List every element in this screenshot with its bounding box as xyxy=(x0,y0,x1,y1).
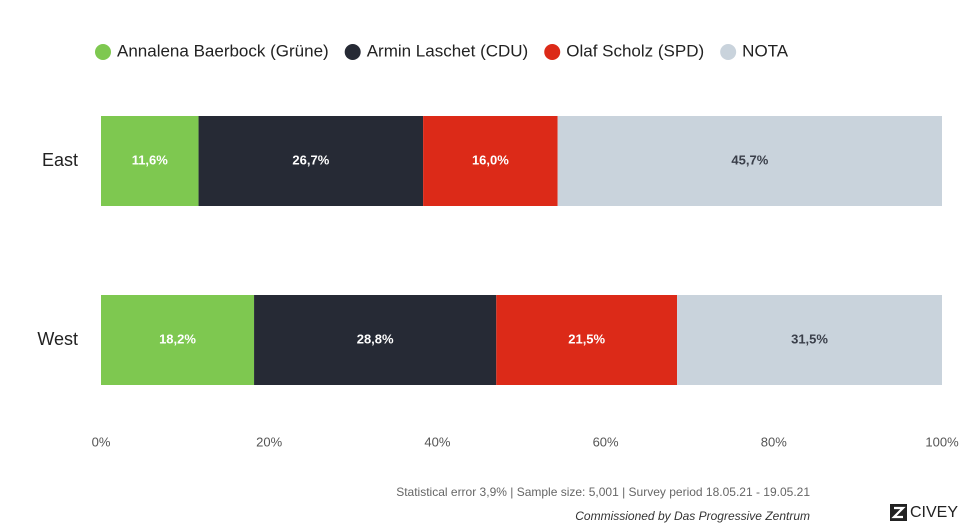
bar-segment xyxy=(254,295,497,385)
bar-segment xyxy=(496,295,678,385)
legend-label: Olaf Scholz (SPD) xyxy=(566,41,704,60)
legend-label: Annalena Baerbock (Grüne) xyxy=(117,41,329,60)
value-label: 11,6% xyxy=(132,152,169,167)
legend-label: NOTA xyxy=(742,41,789,60)
x-tick-label: 40% xyxy=(424,434,450,449)
footnote: Statistical error 3,9% | Sample size: 5,… xyxy=(396,485,810,499)
bar-segment xyxy=(101,295,255,385)
legend-swatch xyxy=(544,44,561,60)
bar-segment xyxy=(423,116,558,206)
brand-name: CIVEY xyxy=(910,504,958,521)
value-label: 16,0% xyxy=(472,152,509,167)
y-tick-label: East xyxy=(42,150,78,170)
value-label: 28,8% xyxy=(357,331,394,346)
value-label: 21,5% xyxy=(568,331,605,346)
bar-segment xyxy=(198,116,424,206)
x-tick-label: 0% xyxy=(92,434,111,449)
x-tick-label: 100% xyxy=(925,434,959,449)
legend-label: Armin Laschet (CDU) xyxy=(367,41,529,60)
y-tick-label: West xyxy=(37,329,78,349)
legend-swatch xyxy=(344,44,361,60)
bar-segment xyxy=(677,295,942,385)
x-tick-label: 60% xyxy=(593,434,619,449)
value-label: 31,5% xyxy=(791,331,828,346)
legend-swatch xyxy=(95,44,111,60)
value-label: 26,7% xyxy=(292,152,329,167)
credit: Commissioned by Das Progressive Zentrum xyxy=(575,509,810,523)
x-tick-label: 80% xyxy=(761,434,787,449)
value-label: 45,7% xyxy=(731,152,768,167)
legend-swatch xyxy=(720,44,737,60)
bar-segment xyxy=(557,116,942,206)
brand-logo: CIVEY xyxy=(890,504,958,521)
bar-segment xyxy=(101,116,199,206)
x-tick-label: 20% xyxy=(256,434,282,449)
logo-glyph xyxy=(891,506,906,519)
value-label: 18,2% xyxy=(159,331,196,346)
